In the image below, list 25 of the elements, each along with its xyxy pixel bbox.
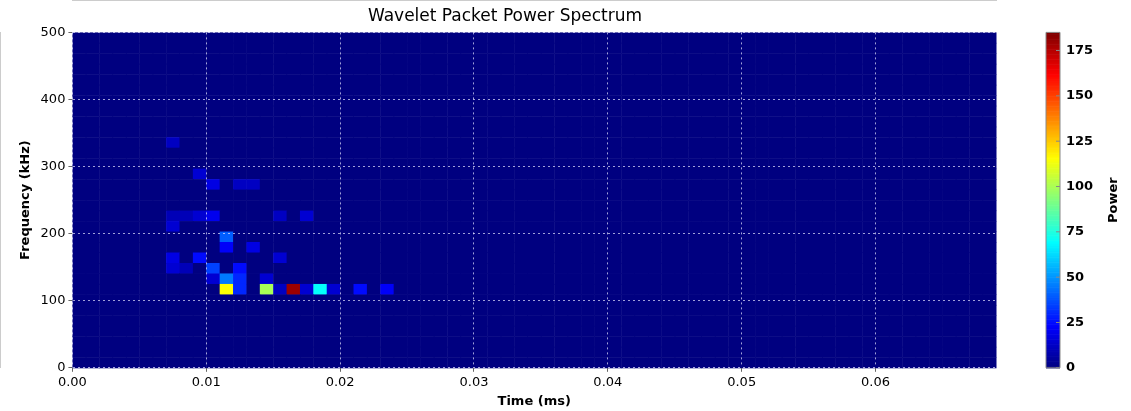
color-bar-label: 100 bbox=[1066, 177, 1094, 193]
y-tick-label: 200 bbox=[40, 225, 66, 241]
y-tick-label: 300 bbox=[40, 157, 66, 173]
x-tick-label: 0.04 bbox=[593, 373, 623, 389]
y-axis-title: Frequency (kHz) bbox=[17, 140, 33, 260]
y-tick-label: 0 bbox=[57, 359, 66, 375]
x-tick-label: 0.00 bbox=[57, 373, 87, 389]
x-tick-label: 0.03 bbox=[459, 373, 489, 389]
x-tick-label: 0.05 bbox=[727, 373, 757, 389]
color-bar-label: 150 bbox=[1066, 87, 1094, 103]
color-bar-label: 175 bbox=[1066, 41, 1094, 57]
color-bar-label: 75 bbox=[1066, 223, 1085, 239]
x-axis-title: Time (ms) bbox=[497, 392, 571, 408]
color-bar-label: 50 bbox=[1066, 268, 1085, 284]
color-bar-label: 25 bbox=[1066, 313, 1085, 329]
color-bar-label: 0 bbox=[1066, 359, 1076, 375]
color-bar-title: Power bbox=[1105, 176, 1121, 223]
x-tick-label: 0.06 bbox=[861, 373, 891, 389]
chart-title: Wavelet Packet Power Spectrum bbox=[367, 4, 643, 25]
color-bar-label: 125 bbox=[1066, 132, 1094, 148]
y-tick-label: 500 bbox=[40, 23, 66, 39]
x-tick-label: 0.02 bbox=[325, 373, 355, 389]
y-tick-label: 400 bbox=[40, 90, 66, 106]
x-tick-label: 0.01 bbox=[191, 373, 221, 389]
y-tick-label: 100 bbox=[40, 292, 66, 308]
